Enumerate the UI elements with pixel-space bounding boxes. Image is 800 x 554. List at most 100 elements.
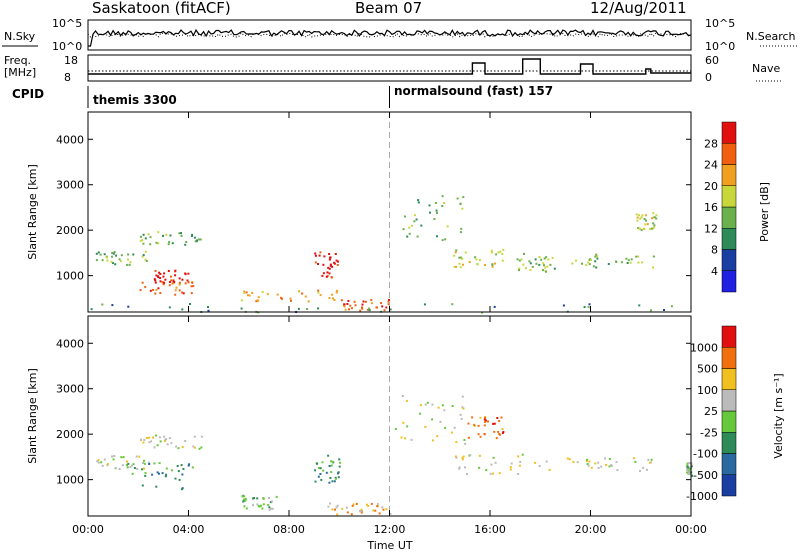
- heatmap-cell: [648, 461, 651, 464]
- heatmap-cell: [365, 503, 368, 506]
- nsky-panel-frame: [87, 19, 692, 51]
- beam-title: Beam 07: [355, 0, 422, 17]
- heatmap-cell: [328, 253, 331, 255]
- heatmap-cell: [327, 505, 330, 508]
- heatmap-cell: [364, 300, 367, 303]
- heatmap-cell: [481, 311, 484, 314]
- heatmap-cell: [545, 460, 548, 463]
- heatmap-cell: [359, 509, 361, 512]
- cpid-mode-1: themis 3300: [93, 93, 177, 107]
- heatmap-cell: [175, 445, 178, 448]
- heatmap-cell: [131, 464, 133, 467]
- heatmap-cell: [153, 446, 156, 449]
- heatmap-cell: [244, 497, 247, 500]
- colorbar-tick-label: 100: [697, 384, 718, 397]
- nsky-trace: [88, 28, 692, 47]
- heatmap-cell: [493, 422, 496, 425]
- heatmap-cell: [153, 278, 156, 281]
- heatmap-cell: [337, 260, 340, 263]
- heatmap-cell: [436, 235, 438, 238]
- heatmap-cell: [138, 455, 141, 458]
- heatmap-cell: [462, 196, 465, 199]
- heatmap-cell: [144, 472, 147, 474]
- heatmap-cell: [439, 420, 442, 423]
- heatmap-cell: [262, 497, 265, 500]
- heatmap-cell: [340, 299, 343, 302]
- heatmap-cell: [498, 433, 501, 435]
- x-tick-label: 12:00: [374, 523, 406, 536]
- heatmap-cell: [251, 292, 254, 294]
- heatmap-cell: [368, 307, 371, 310]
- heatmap-cell: [162, 234, 164, 237]
- heatmap-cell: [333, 480, 336, 483]
- heatmap-cell: [157, 242, 160, 245]
- colorbar-segment: [721, 474, 737, 497]
- heatmap-cell: [492, 456, 495, 459]
- heatmap-cell: [652, 222, 655, 225]
- heatmap-cell: [382, 508, 385, 511]
- heatmap-cell: [142, 242, 145, 245]
- heatmap-cell: [493, 305, 496, 308]
- heatmap-cell: [387, 300, 390, 303]
- heatmap-cell: [374, 509, 377, 512]
- heatmap-cell: [169, 281, 172, 283]
- y-tick-label: 4000: [56, 133, 84, 146]
- heatmap-cell: [509, 468, 512, 471]
- heatmap-cell: [143, 459, 145, 462]
- heatmap-cell: [120, 456, 123, 459]
- heatmap-cell: [143, 467, 146, 470]
- heatmap-cell: [441, 404, 444, 407]
- heatmap-cell: [490, 249, 493, 252]
- heatmap-cell: [458, 262, 461, 265]
- heatmap-cell: [492, 422, 495, 425]
- heatmap-cell: [451, 405, 454, 407]
- heatmap-cell: [129, 261, 132, 264]
- heatmap-cell: [341, 507, 344, 510]
- heatmap-cell: [663, 309, 665, 311]
- heatmap-cell: [378, 512, 381, 515]
- heatmap-cell: [144, 285, 147, 288]
- heatmap-cell: [477, 433, 480, 436]
- x-tick-label: 08:00: [273, 523, 305, 536]
- heatmap-cell: [269, 507, 272, 510]
- heatmap-cell: [426, 401, 429, 404]
- heatmap-cell: [534, 258, 537, 261]
- heatmap-cell: [268, 497, 271, 499]
- heatmap-cell: [178, 281, 181, 284]
- nave-tick-bottom: 0: [705, 71, 712, 84]
- heatmap-cell: [314, 469, 317, 472]
- heatmap-cell: [549, 263, 552, 266]
- heatmap-cell: [588, 303, 591, 306]
- heatmap-cell: [180, 488, 183, 491]
- heatmap-cell: [424, 425, 427, 428]
- power-y-axis: 1000 2000 3000 4000: [56, 133, 691, 283]
- heatmap-cell: [400, 436, 403, 439]
- heatmap-cell: [189, 303, 191, 305]
- heatmap-cell: [118, 468, 121, 470]
- heatmap-cell: [476, 263, 479, 266]
- heatmap-cell: [167, 243, 170, 246]
- heatmap-cell: [141, 281, 144, 284]
- heatmap-cell: [184, 440, 187, 442]
- heatmap-cell: [431, 439, 434, 442]
- heatmap-cell: [568, 458, 571, 461]
- heatmap-cell: [637, 227, 640, 229]
- heatmap-cell: [174, 293, 177, 296]
- colorbar-tick-label: 4: [711, 265, 718, 278]
- heatmap-cell: [479, 435, 482, 438]
- heatmap-cell: [355, 502, 358, 505]
- heatmap-cell: [443, 202, 446, 204]
- heatmap-cell: [517, 473, 520, 475]
- heatmap-cell: [143, 439, 146, 441]
- heatmap-cell: [637, 261, 640, 264]
- heatmap-cell: [95, 252, 98, 255]
- heatmap-cell: [653, 224, 656, 227]
- velocity-colorbar: 1000 500 100 25 -25 -100 -500 -1000: [686, 325, 737, 503]
- heatmap-cell: [257, 299, 260, 302]
- heatmap-cell: [329, 264, 332, 267]
- heatmap-cell: [462, 263, 464, 266]
- heatmap-cell: [630, 258, 633, 261]
- heatmap-cell: [478, 259, 481, 262]
- heatmap-cell: [404, 437, 407, 440]
